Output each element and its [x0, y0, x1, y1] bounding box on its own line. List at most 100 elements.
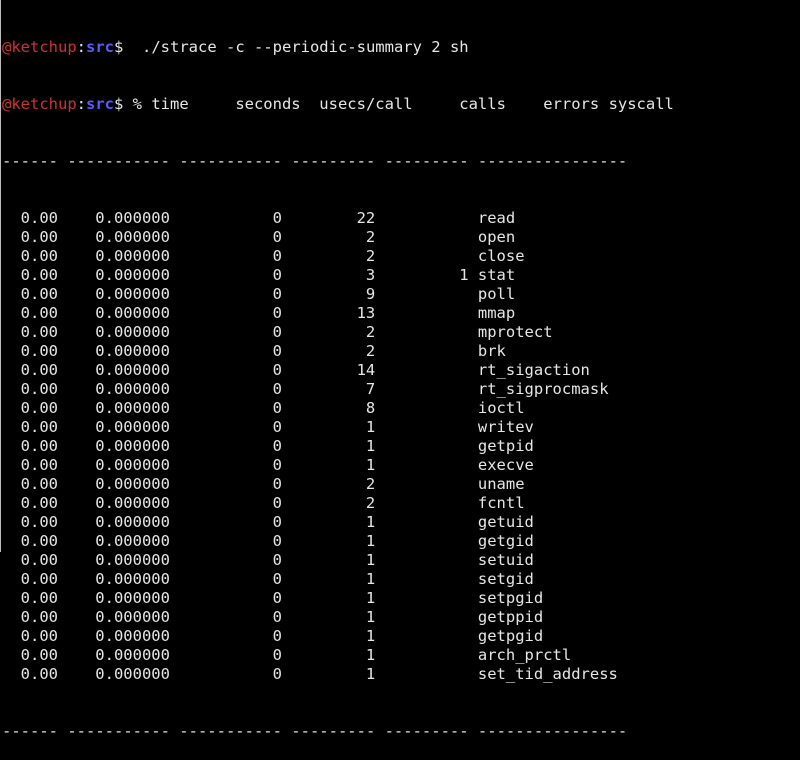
calls: 1 — [365, 532, 376, 550]
header-seconds: seconds — [235, 95, 301, 113]
table-row: 0.00 0.000000 0 14 rt_sigaction — [2, 361, 674, 380]
usecs-per-call: 0 — [272, 475, 282, 493]
seconds: 0.000000 — [95, 437, 170, 455]
seconds: 0.000000 — [95, 266, 170, 284]
terminal[interactable]: @ketchup:src$ ./strace -c --periodic-sum… — [2, 0, 674, 760]
table-row: 0.00 0.000000 0 1 setuid — [2, 551, 674, 570]
table-row: 0.00 0.000000 0 1 getpgid — [2, 627, 674, 646]
prompt-user: @ketchup — [2, 95, 77, 113]
syscall-name: fcntl — [477, 494, 525, 512]
separator-top: ------ ----------- ----------- ---------… — [2, 152, 628, 170]
calls: 22 — [356, 209, 376, 227]
pct-time: 0.00 — [20, 323, 58, 341]
seconds: 0.000000 — [95, 532, 170, 550]
seconds: 0.000000 — [95, 323, 170, 341]
seconds: 0.000000 — [95, 646, 170, 664]
calls: 1 — [365, 665, 376, 683]
seconds: 0.000000 — [95, 608, 170, 626]
pct-time: 0.00 — [20, 228, 58, 246]
header-syscall: syscall — [608, 95, 674, 113]
pct-time: 0.00 — [20, 475, 58, 493]
syscall-name: close — [477, 247, 525, 265]
table-row: 0.00 0.000000 0 2 mprotect — [2, 323, 674, 342]
seconds: 0.000000 — [95, 456, 170, 474]
table-row: 0.00 0.000000 0 1 getuid — [2, 513, 674, 532]
table-row: 0.00 0.000000 0 2 uname — [2, 475, 674, 494]
calls: 1 — [365, 646, 376, 664]
pct-time: 0.00 — [20, 513, 58, 531]
table-row: 0.00 0.000000 0 22 read — [2, 209, 674, 228]
usecs-per-call: 0 — [272, 228, 282, 246]
table-row: 0.00 0.000000 0 1 set_tid_address — [2, 665, 674, 684]
usecs-per-call: 0 — [272, 399, 282, 417]
table-row: 0.00 0.000000 0 2 open — [2, 228, 674, 247]
table-row: 0.00 0.000000 0 1 getppid — [2, 608, 674, 627]
syscall-name: arch_prctl — [477, 646, 572, 664]
table-row: 0.00 0.000000 0 2 brk — [2, 342, 674, 361]
usecs-per-call: 0 — [272, 494, 282, 512]
syscall-name: getuid — [477, 513, 534, 531]
pct-time: 0.00 — [20, 266, 58, 284]
calls: 1 — [365, 437, 376, 455]
pct-time: 0.00 — [20, 209, 58, 227]
seconds: 0.000000 — [95, 475, 170, 493]
usecs-per-call: 0 — [272, 380, 282, 398]
calls: 2 — [365, 247, 376, 265]
syscall-name: getgid — [477, 532, 534, 550]
seconds: 0.000000 — [95, 589, 170, 607]
pct-time: 0.00 — [20, 418, 58, 436]
table-row: 0.00 0.000000 0 1 writev — [2, 418, 674, 437]
pct-time: 0.00 — [20, 380, 58, 398]
seconds: 0.000000 — [95, 342, 170, 360]
calls: 1 — [365, 589, 376, 607]
syscall-name: read — [477, 209, 516, 227]
usecs-per-call: 0 — [272, 285, 282, 303]
table-row: 0.00 0.000000 0 13 mmap — [2, 304, 674, 323]
summary-rows: 0.00 0.000000 0 22 read 0.00 0.000000 0 2 open 0.0… — [2, 209, 674, 684]
syscall-name: rt_sigprocmask — [477, 380, 609, 398]
syscall-name: uname — [477, 475, 525, 493]
syscall-name: getpgid — [477, 627, 544, 645]
header-usecs: usecs/call — [319, 95, 413, 113]
prompt-sep: : — [76, 38, 86, 56]
calls: 1 — [365, 418, 376, 436]
seconds: 0.000000 — [95, 399, 170, 417]
command-line: @ketchup:src$ ./strace -c --periodic-sum… — [2, 38, 674, 57]
usecs-per-call: 0 — [272, 551, 282, 569]
table-row: 0.00 0.000000 0 1 setgid — [2, 570, 674, 589]
seconds: 0.000000 — [95, 570, 170, 588]
usecs-per-call: 0 — [272, 608, 282, 626]
syscall-name: mprotect — [477, 323, 553, 341]
header-time: % time — [132, 95, 189, 113]
table-row: 0.00 0.000000 0 2 fcntl — [2, 494, 674, 513]
usecs-per-call: 0 — [272, 646, 282, 664]
calls: 1 — [365, 551, 376, 569]
seconds: 0.000000 — [95, 380, 170, 398]
pct-time: 0.00 — [20, 342, 58, 360]
calls: 1 — [365, 570, 376, 588]
syscall-name: brk — [477, 342, 506, 360]
usecs-per-call: 0 — [272, 532, 282, 550]
header-calls: calls — [459, 95, 506, 113]
table-row: 0.00 0.000000 0 7 rt_sigprocmask — [2, 380, 674, 399]
pct-time: 0.00 — [20, 361, 58, 379]
syscall-name: setgid — [477, 570, 534, 588]
table-row: 0.00 0.000000 0 1 getgid — [2, 532, 674, 551]
seconds: 0.000000 — [95, 247, 170, 265]
pct-time: 0.00 — [20, 589, 58, 607]
seconds: 0.000000 — [95, 285, 170, 303]
calls: 2 — [365, 475, 376, 493]
seconds: 0.000000 — [95, 665, 170, 683]
table-row: 0.00 0.000000 0 1 arch_prctl — [2, 646, 674, 665]
seconds: 0.000000 — [95, 627, 170, 645]
table-row: 0.00 0.000000 0 1 setpgid — [2, 589, 674, 608]
usecs-per-call: 0 — [272, 513, 282, 531]
pct-time: 0.00 — [20, 608, 58, 626]
usecs-per-call: 0 — [272, 589, 282, 607]
syscall-name: rt_sigaction — [477, 361, 590, 379]
syscall-name: writev — [477, 418, 534, 436]
calls: 1 — [365, 608, 376, 626]
syscall-name: getppid — [477, 608, 544, 626]
calls: 2 — [365, 342, 376, 360]
header-line: @ketchup:src$ % time seconds usecs/call call… — [2, 95, 674, 114]
